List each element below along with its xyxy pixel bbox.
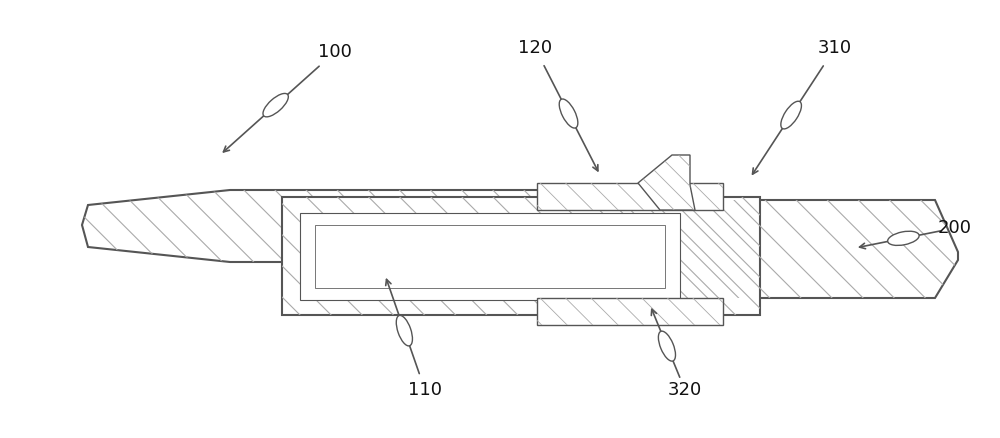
Polygon shape (282, 197, 760, 315)
Polygon shape (537, 298, 723, 325)
Ellipse shape (658, 331, 675, 361)
Polygon shape (82, 190, 540, 262)
Ellipse shape (781, 101, 801, 129)
Ellipse shape (396, 315, 412, 346)
Polygon shape (300, 213, 680, 300)
Ellipse shape (263, 93, 288, 117)
Text: 310: 310 (818, 39, 852, 57)
Text: 100: 100 (318, 43, 352, 61)
Polygon shape (315, 225, 665, 288)
Polygon shape (608, 200, 958, 298)
Text: 110: 110 (408, 381, 442, 399)
Polygon shape (638, 155, 695, 210)
Ellipse shape (559, 99, 578, 128)
Text: 120: 120 (518, 39, 552, 57)
Text: 320: 320 (668, 381, 702, 399)
Text: 200: 200 (938, 219, 972, 237)
Polygon shape (537, 183, 723, 210)
Ellipse shape (888, 231, 919, 245)
